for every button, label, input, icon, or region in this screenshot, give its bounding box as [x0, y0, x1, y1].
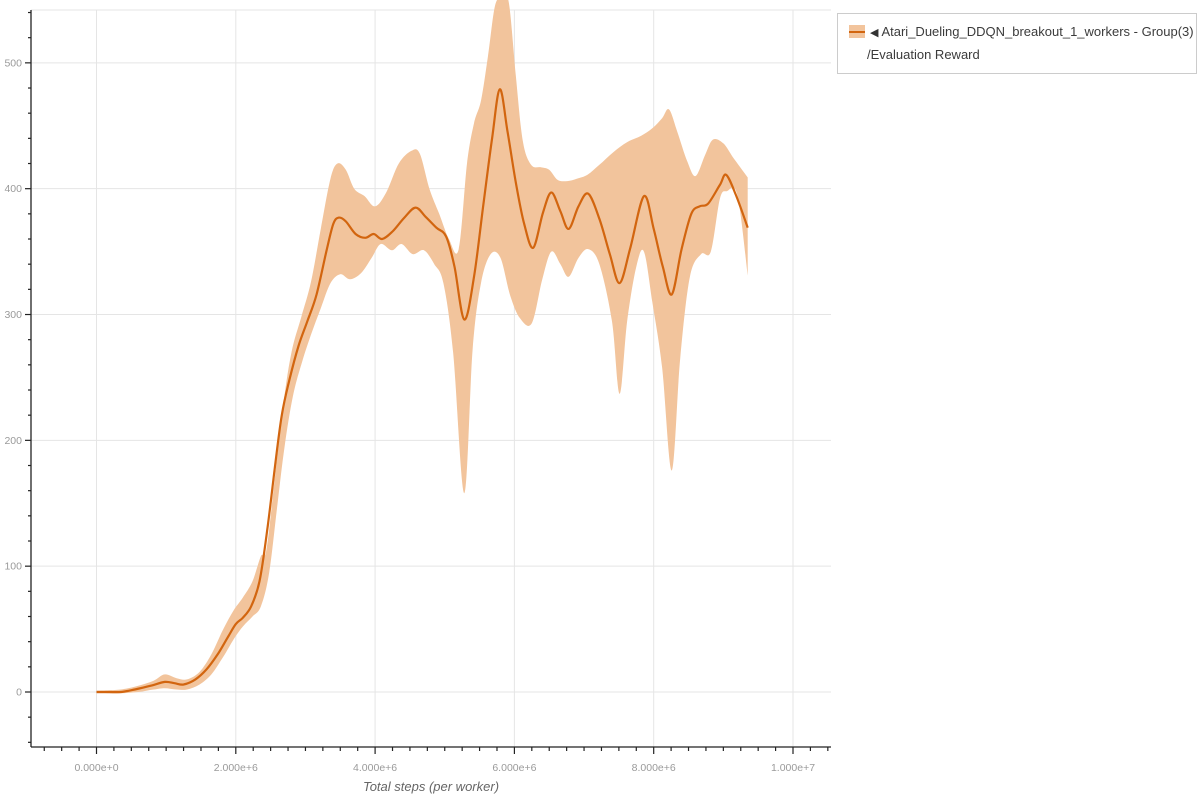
legend-metric-label: /Evaluation Reward: [867, 47, 980, 62]
y-tick-label: 0: [16, 687, 22, 699]
y-tick-label: 300: [4, 309, 22, 321]
x-tick-label: 1.000e+7: [771, 762, 815, 774]
x-axis-title: Total steps (per worker): [362, 779, 500, 794]
mean-line: [96, 88, 749, 694]
legend: ◀ Atari_Dueling_DDQN_breakout_1_workers -…: [837, 13, 1197, 74]
legend-swatch-line-icon: [849, 30, 865, 33]
x-tick-label: 2.000e+6: [214, 762, 258, 774]
y-tick-label: 100: [4, 561, 22, 573]
x-tick-label: 0.000e+0: [74, 762, 118, 774]
legend-swatch-icon: [849, 25, 865, 38]
collapse-triangle-icon: ◀: [870, 27, 879, 39]
x-tick-label: 8.000e+6: [632, 762, 676, 774]
legend-row: ◀ Atari_Dueling_DDQN_breakout_1_workers -…: [849, 24, 1194, 39]
x-tick-label: 6.000e+6: [492, 762, 536, 774]
x-tick-label: 4.000e+6: [353, 762, 397, 774]
legend-series-label: Atari_Dueling_DDQN_breakout_1_workers - …: [881, 24, 1194, 39]
y-tick-label: 200: [4, 435, 22, 447]
confidence-band: [96, 0, 748, 694]
legend-item[interactable]: ◀ Atari_Dueling_DDQN_breakout_1_workers -…: [849, 21, 1194, 66]
y-tick-label: 500: [4, 57, 22, 69]
y-tick-label: 400: [4, 183, 22, 195]
